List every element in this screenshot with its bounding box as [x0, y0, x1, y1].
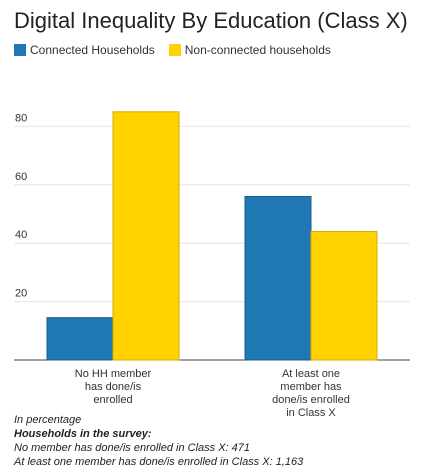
legend-label-nonconnected: Non-connected households — [184, 43, 331, 57]
legend-label-connected: Connected Households — [30, 43, 155, 57]
x-category-label: enrolled — [93, 394, 132, 406]
y-tick-label: 60 — [15, 171, 27, 183]
survey-heading: Households in the survey: — [14, 428, 152, 440]
y-tick-label: 80 — [15, 112, 27, 124]
y-tick-label: 40 — [15, 229, 27, 241]
x-category-label: No HH member — [75, 368, 152, 380]
bar-connected — [244, 195, 312, 361]
legend-item-connected[interactable]: Connected Households — [14, 43, 155, 57]
legend-swatch-nonconnected — [168, 44, 181, 56]
unit-note: In percentage — [14, 414, 82, 426]
survey-line-2: At least one member has done/is enrolled… — [14, 456, 304, 468]
bar-nonconnected — [112, 111, 180, 361]
x-category-label: has done/is — [85, 381, 142, 393]
survey-line-1: No member has done/is enrolled in Class … — [14, 442, 251, 454]
x-category-label: member has — [280, 381, 342, 393]
legend: Connected Households Non-connected house… — [14, 43, 345, 57]
x-category-label: done/is enrolled — [272, 394, 350, 406]
y-tick-label: 20 — [15, 288, 27, 300]
x-category-label: At least one — [282, 368, 340, 380]
bar-connected — [46, 317, 114, 361]
bar-nonconnected — [310, 231, 378, 361]
legend-item-nonconnected[interactable]: Non-connected households — [168, 43, 331, 57]
legend-swatch-connected — [14, 44, 26, 56]
chart-footer: In percentage Households in the survey: … — [14, 413, 303, 469]
x-category-label: in Class X — [286, 407, 336, 419]
chart-title: Digital Inequality By Education (Class X… — [14, 8, 408, 33]
